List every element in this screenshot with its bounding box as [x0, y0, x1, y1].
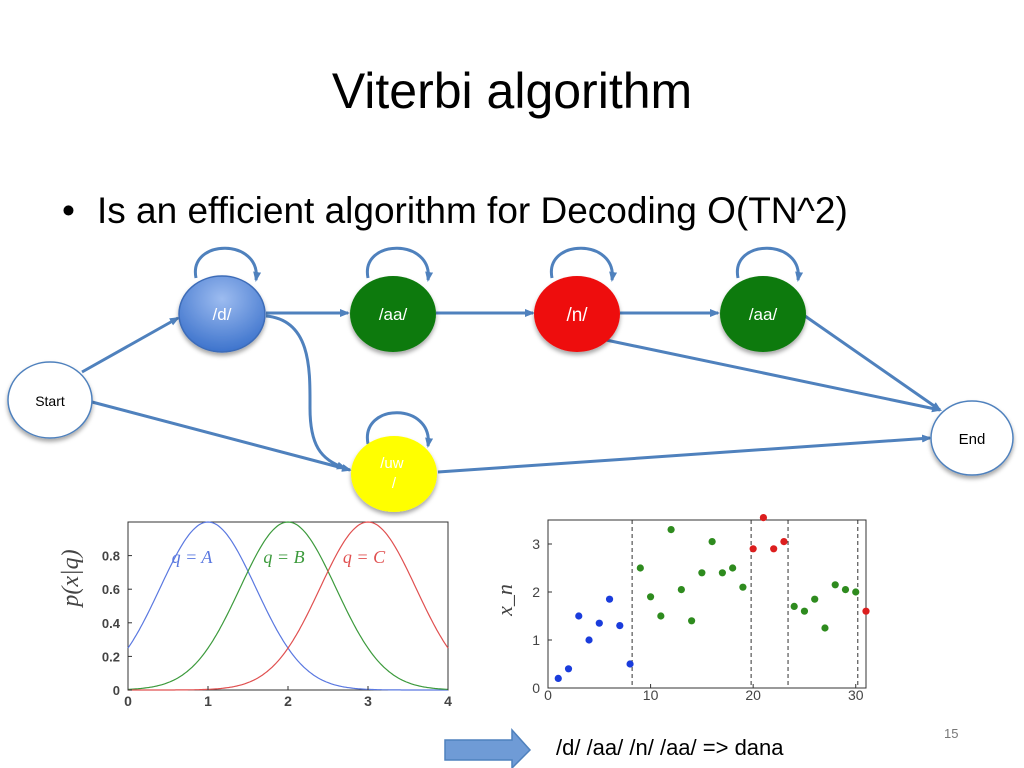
x-tick-label: 3 — [364, 693, 372, 709]
self-loop-aa1 — [366, 246, 434, 282]
scatter-point — [729, 564, 737, 572]
scatter-point — [821, 624, 829, 632]
scatter-point — [646, 593, 655, 601]
y-tick-label: 2 — [532, 584, 540, 600]
x-tick-label: 30 — [848, 687, 864, 703]
y-tick-label: 1 — [532, 632, 540, 648]
x-tick-label: 20 — [745, 687, 761, 703]
scatter-point — [667, 526, 675, 534]
node-n — [534, 276, 620, 352]
node-d-label: /d/ — [213, 305, 232, 324]
edge-aa2-end — [804, 314, 942, 412]
chart-frame — [127, 521, 449, 691]
x-tick-label: 0 — [544, 687, 552, 703]
node-d — [178, 275, 266, 353]
scatter-point — [800, 607, 809, 615]
scatter-point — [575, 612, 583, 620]
observation-chart: 0 10 20 30 0 1 2 3 x_n — [492, 514, 870, 703]
self-loop-n — [550, 246, 618, 282]
node-aa2-label: /aa/ — [749, 305, 778, 324]
y-tick-label: 0.6 — [102, 582, 120, 597]
x-tick-label: 4 — [444, 693, 452, 709]
self-loop-aa2 — [736, 246, 804, 282]
node-uw-label: /uw / — [380, 455, 408, 492]
scatter-point — [595, 619, 603, 627]
x-tick-label: 10 — [643, 687, 659, 703]
scatter-point — [739, 583, 747, 591]
node-end-label: End — [959, 431, 986, 448]
scatter-point — [616, 622, 624, 630]
y-tick-label: 3 — [532, 536, 540, 552]
series-label: q = B — [263, 547, 304, 567]
series-label: q = C — [343, 547, 386, 567]
y-tick-label: 0.8 — [102, 549, 120, 564]
edge-uw-end — [437, 434, 932, 474]
self-loop-d — [194, 246, 262, 282]
scatter-point — [585, 636, 593, 644]
node-aa2 — [720, 276, 806, 352]
scatter-point — [780, 538, 788, 546]
right-arrow-icon — [444, 728, 532, 768]
scatter-point — [852, 588, 860, 596]
node-aa1 — [350, 276, 436, 352]
series-label: q = A — [172, 547, 214, 567]
decoding-result-caption: /d/ /aa/ /n/ /aa/ => dana — [556, 735, 784, 760]
y-tick-label: 0.2 — [102, 649, 120, 664]
y-tick-label: 0 — [532, 680, 540, 696]
scatter-point — [564, 665, 573, 673]
node-n-label: /n/ — [566, 305, 588, 326]
slide-number: 15 — [944, 726, 959, 741]
bullet-point: • Is an efficient algorithm for Decoding … — [62, 190, 848, 232]
node-aa1-label: /aa/ — [379, 305, 408, 324]
scatter-point — [605, 595, 614, 603]
y-tick-label: 0.4 — [102, 616, 121, 631]
series-line — [128, 521, 449, 691]
scatter-point — [831, 581, 839, 589]
self-loop-uw — [366, 411, 434, 448]
node-start — [7, 361, 93, 439]
x-tick-label: 0 — [124, 693, 132, 709]
edge-start-d — [81, 316, 180, 374]
node-end — [930, 400, 1014, 476]
y-tick-label: 0 — [113, 683, 120, 698]
scatter-point — [811, 595, 819, 603]
y-axis-label: x_n — [492, 584, 517, 617]
node-uw-label-line: / — [392, 475, 397, 492]
scatter-point — [759, 514, 768, 522]
slide-title: Viterbi algorithm — [331, 63, 693, 119]
scatter-point — [862, 607, 870, 615]
x-tick-label: 2 — [284, 693, 292, 709]
x-tick-label: 1 — [204, 693, 212, 709]
node-uw — [351, 436, 437, 512]
scatter-point — [698, 569, 706, 577]
y-axis-label: p(x|q) — [58, 549, 84, 608]
diagram-nodes: Start /d/ /aa/ /n/ /aa/ /uw / End — [7, 275, 1014, 512]
diagram-edges — [81, 246, 942, 474]
scatter-point — [708, 538, 716, 546]
series-line — [127, 521, 449, 690]
edge-d-uw — [265, 314, 347, 470]
scatter-point — [677, 586, 685, 594]
node-start-label: Start — [35, 393, 65, 409]
scatter-point — [626, 660, 634, 668]
scatter-point — [841, 586, 850, 594]
scatter-point — [718, 569, 726, 577]
bullet-text: Is an efficient algorithm for Decoding O… — [96, 190, 848, 231]
scatter-point — [749, 545, 757, 553]
scatter-point — [636, 564, 644, 572]
scatter-point — [790, 602, 798, 611]
bullet-marker: • — [62, 190, 75, 231]
scatter-point — [770, 545, 778, 553]
edge-start-uw — [91, 400, 352, 472]
edge-n-end — [605, 338, 942, 413]
node-uw-label-line: /uw — [380, 455, 404, 472]
scatter-point — [657, 612, 665, 620]
scatter-point — [688, 617, 696, 625]
emission-chart: q = A q = B q = C 0 1 2 3 4 0 0.2 0.4 0.6 0.8 p(x|q) — [58, 521, 452, 709]
chart-frame — [547, 519, 867, 689]
scatter-point — [554, 674, 562, 683]
